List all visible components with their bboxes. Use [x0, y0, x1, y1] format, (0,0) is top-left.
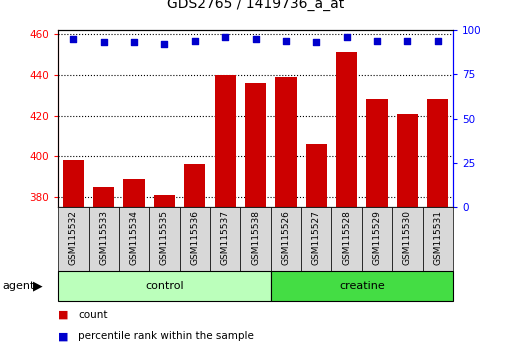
Bar — [214, 75, 235, 207]
Text: GDS2765 / 1419736_a_at: GDS2765 / 1419736_a_at — [167, 0, 343, 11]
Text: agent: agent — [3, 281, 35, 291]
Bar — [244, 83, 266, 207]
Bar — [149, 207, 179, 271]
Point — [372, 38, 380, 44]
Bar — [335, 52, 357, 207]
Text: ▶: ▶ — [33, 279, 43, 292]
Point — [342, 34, 350, 40]
Bar — [154, 195, 175, 207]
Bar — [270, 207, 300, 271]
Text: GSM115532: GSM115532 — [69, 210, 78, 265]
Bar — [270, 271, 452, 301]
Text: percentile rank within the sample: percentile rank within the sample — [78, 331, 254, 341]
Bar — [179, 207, 210, 271]
Bar — [210, 207, 240, 271]
Text: creatine: creatine — [338, 281, 384, 291]
Point — [433, 38, 441, 44]
Text: GSM115527: GSM115527 — [311, 210, 320, 265]
Point — [402, 38, 411, 44]
Text: GSM115534: GSM115534 — [129, 210, 138, 265]
Text: ■: ■ — [58, 331, 69, 341]
Bar — [331, 207, 361, 271]
Text: GSM115526: GSM115526 — [281, 210, 290, 265]
Bar — [123, 179, 144, 207]
Text: GSM115533: GSM115533 — [99, 210, 108, 265]
Bar — [275, 77, 296, 207]
Text: GSM115536: GSM115536 — [190, 210, 199, 265]
Bar — [119, 207, 149, 271]
Point — [190, 38, 198, 44]
Bar — [422, 207, 452, 271]
Point — [99, 40, 108, 45]
Bar — [63, 160, 84, 207]
Point — [69, 36, 77, 42]
Bar — [396, 114, 417, 207]
Text: control: control — [145, 281, 183, 291]
Text: ■: ■ — [58, 310, 69, 320]
Bar — [58, 271, 270, 301]
Bar — [361, 207, 391, 271]
Bar — [58, 207, 88, 271]
Bar — [426, 99, 447, 207]
Bar — [366, 99, 387, 207]
Bar — [240, 207, 270, 271]
Point — [251, 36, 259, 42]
Bar — [93, 187, 114, 207]
Bar — [184, 164, 205, 207]
Point — [221, 34, 229, 40]
Bar — [305, 144, 326, 207]
Point — [281, 38, 289, 44]
Bar — [88, 207, 119, 271]
Point — [130, 40, 138, 45]
Text: GSM115531: GSM115531 — [432, 210, 441, 265]
Text: GSM115528: GSM115528 — [341, 210, 350, 265]
Text: GSM115535: GSM115535 — [160, 210, 169, 265]
Bar — [391, 207, 422, 271]
Point — [312, 40, 320, 45]
Text: GSM115529: GSM115529 — [372, 210, 381, 265]
Text: count: count — [78, 310, 108, 320]
Point — [160, 41, 168, 47]
Text: GSM115538: GSM115538 — [250, 210, 260, 265]
Bar — [300, 207, 331, 271]
Text: GSM115530: GSM115530 — [402, 210, 411, 265]
Text: GSM115537: GSM115537 — [220, 210, 229, 265]
